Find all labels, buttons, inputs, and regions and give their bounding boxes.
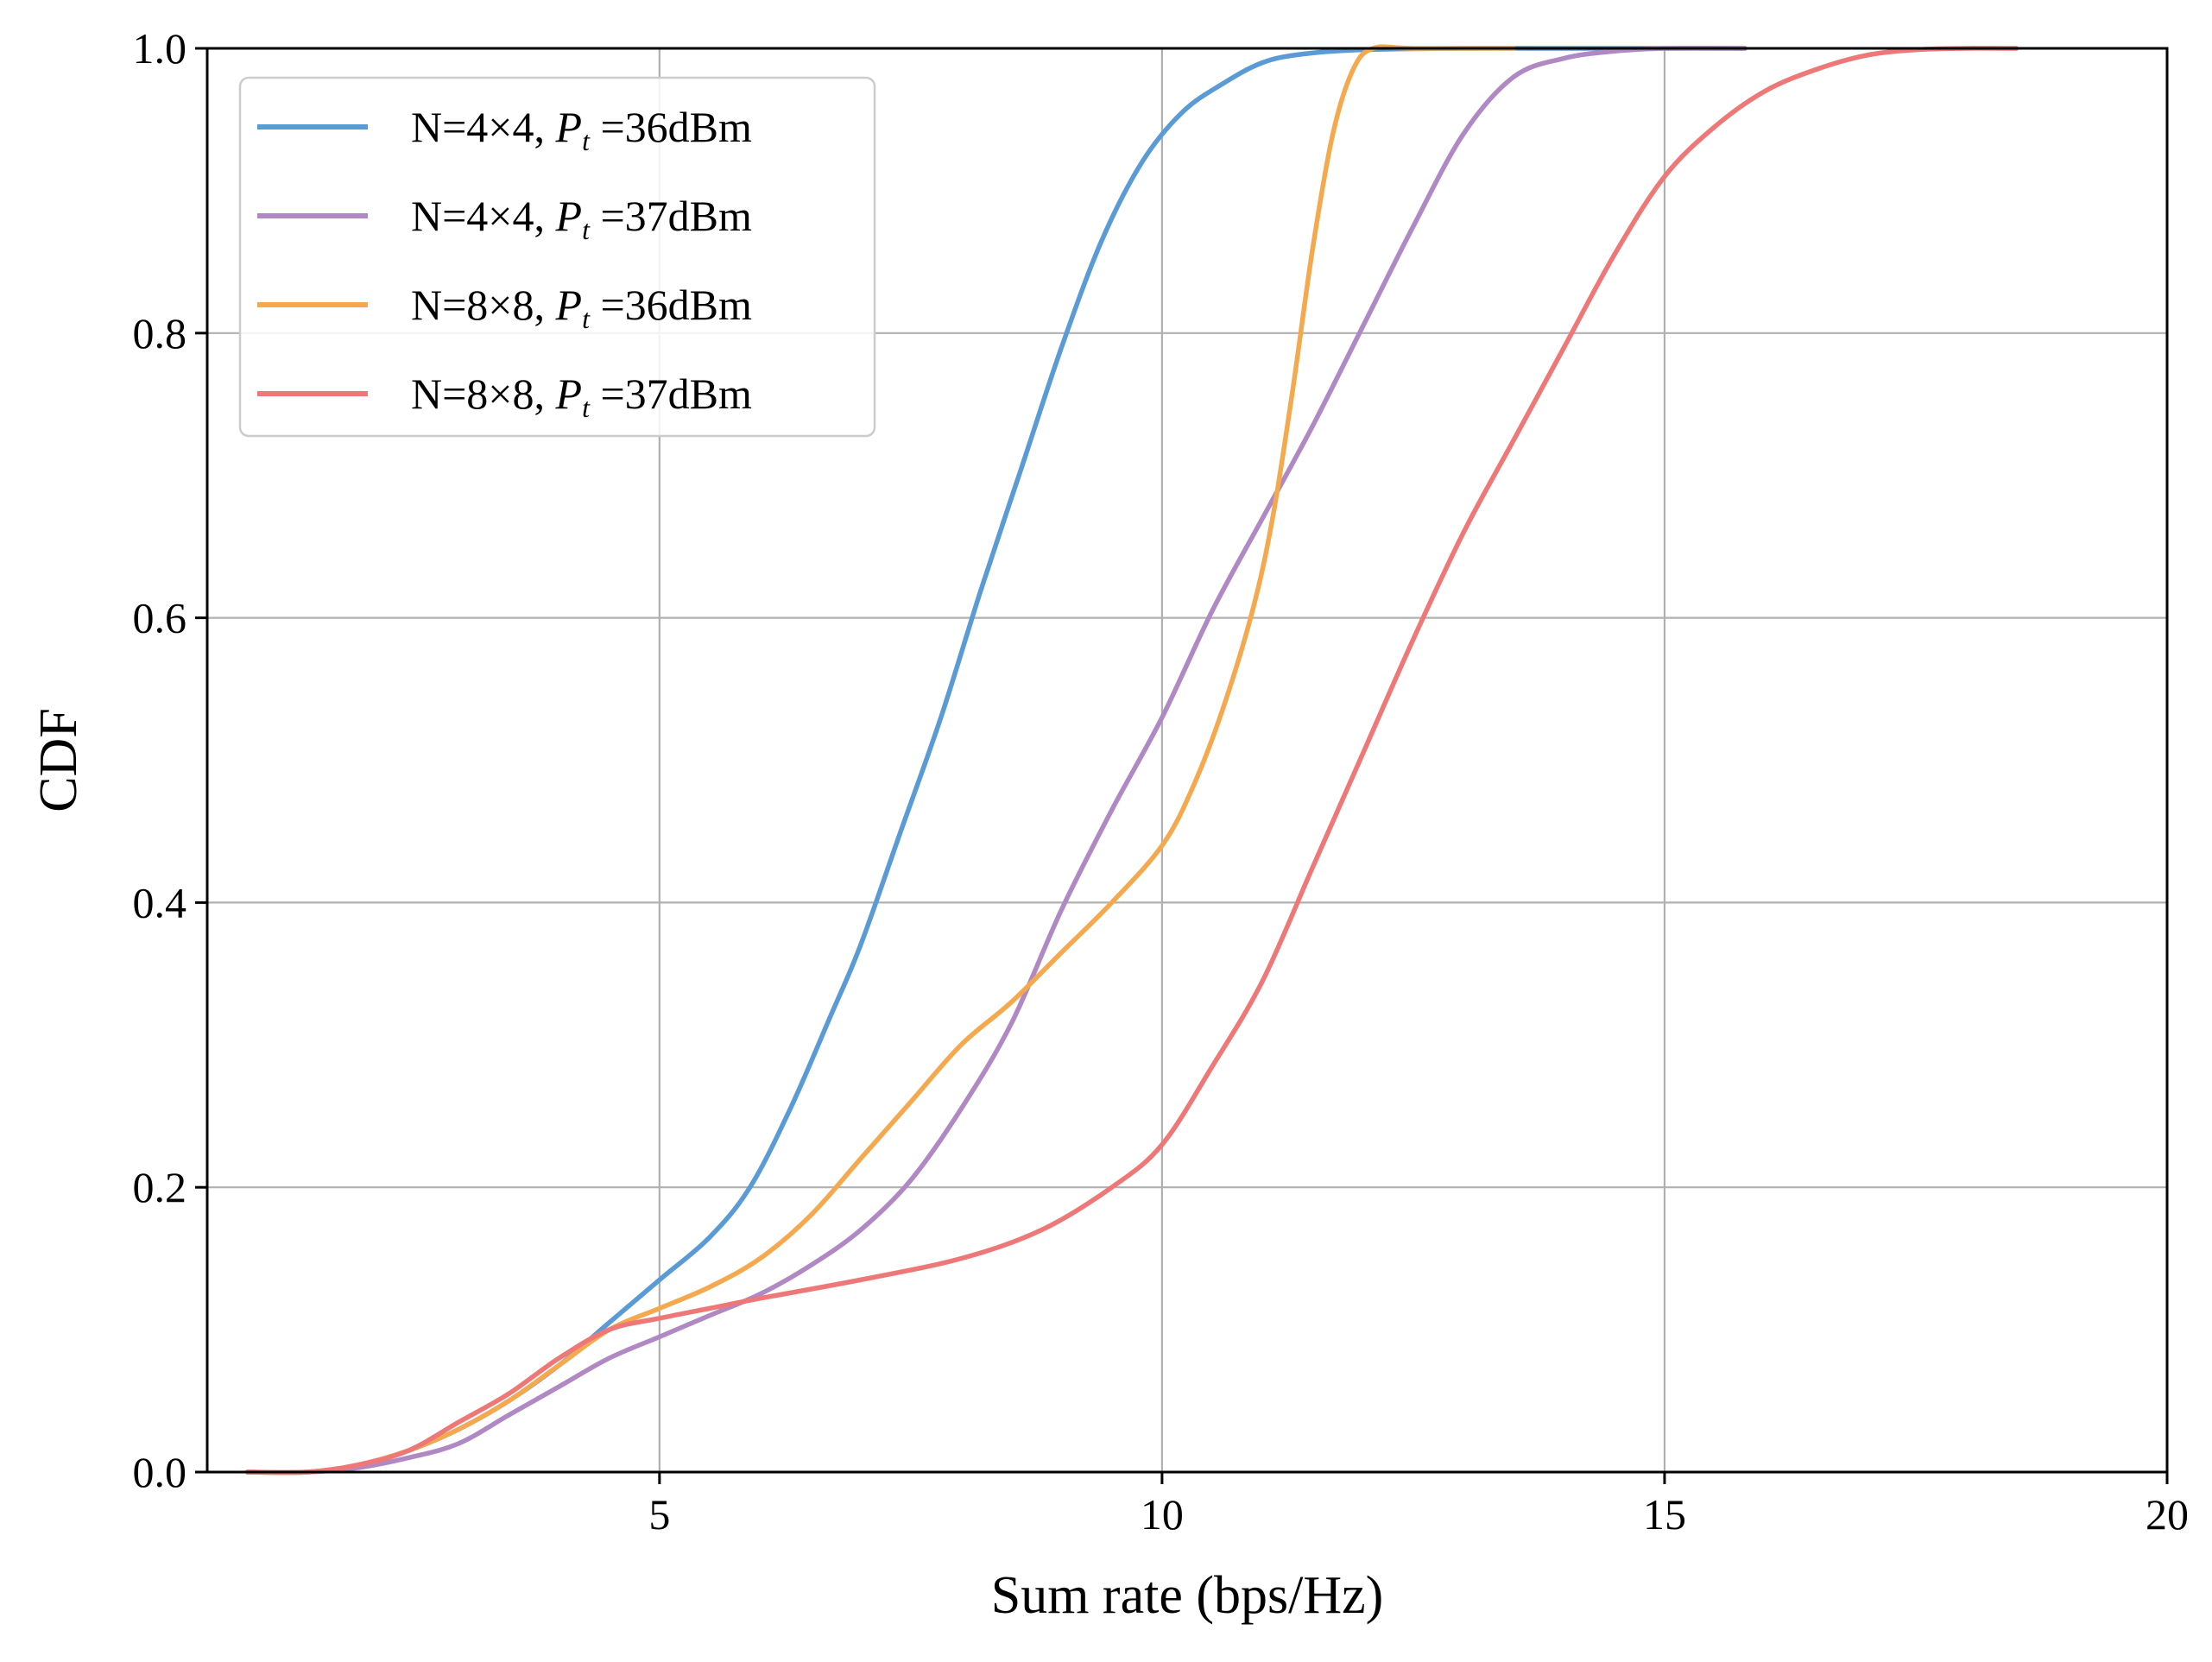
plot-frame xyxy=(205,47,2169,1474)
y-tick-label: 0.8 xyxy=(133,309,187,357)
legend-prefix: N=4×4, xyxy=(411,192,556,240)
legend-subscript: t xyxy=(582,392,591,423)
legend-label: N=8×8, Pt =37dBm xyxy=(411,370,752,423)
y-axis-label: CDF xyxy=(29,708,88,812)
legend-suffix: =37dBm xyxy=(590,192,752,240)
legend-suffix: =36dBm xyxy=(590,103,752,151)
x-tick-label: 20 xyxy=(2146,1490,2189,1539)
legend-box xyxy=(238,76,876,438)
series-line-4 xyxy=(244,46,2019,1476)
legend-label: N=4×4, Pt =37dBm xyxy=(411,192,752,245)
x-axis-label: Sum rate (bps/Hz) xyxy=(991,1566,1384,1625)
legend-suffix: =37dBm xyxy=(590,370,752,418)
legend-subscript: t xyxy=(582,125,591,156)
y-tick-label: 0.0 xyxy=(133,1448,187,1496)
legend-symbol: P xyxy=(555,103,583,151)
x-tick-label: 15 xyxy=(1643,1490,1686,1539)
series-line-3 xyxy=(244,44,1517,1476)
tick-layer: 5 10 15 20 0.0 0.2 0.4 0.6 0.8 1.0 xyxy=(133,24,2190,1539)
legend-subscript: t xyxy=(582,303,591,334)
y-tick-label: 0.6 xyxy=(133,594,187,642)
legend-label: N=4×4, Pt =36dBm xyxy=(411,103,752,156)
legend-label: N=8×8, Pt =36dBm xyxy=(411,281,752,334)
y-tick-label: 1.0 xyxy=(133,24,187,73)
x-tick-label: 5 xyxy=(648,1490,670,1539)
legend-prefix: N=8×8, xyxy=(411,281,556,329)
legend-prefix: N=8×8, xyxy=(411,370,556,418)
legend-suffix: =36dBm xyxy=(590,281,752,329)
legend-prefix: N=4×4, xyxy=(411,103,556,151)
legend-symbol: P xyxy=(555,370,583,418)
series-layer xyxy=(244,44,2019,1476)
y-tick-label: 0.4 xyxy=(133,878,187,926)
series-line-2 xyxy=(244,46,1747,1476)
y-tick-label: 0.2 xyxy=(133,1163,187,1211)
legend-symbol: P xyxy=(555,281,583,329)
legend-subscript: t xyxy=(582,214,591,245)
x-tick-label: 10 xyxy=(1141,1490,1184,1539)
legend-symbol: P xyxy=(555,192,583,240)
